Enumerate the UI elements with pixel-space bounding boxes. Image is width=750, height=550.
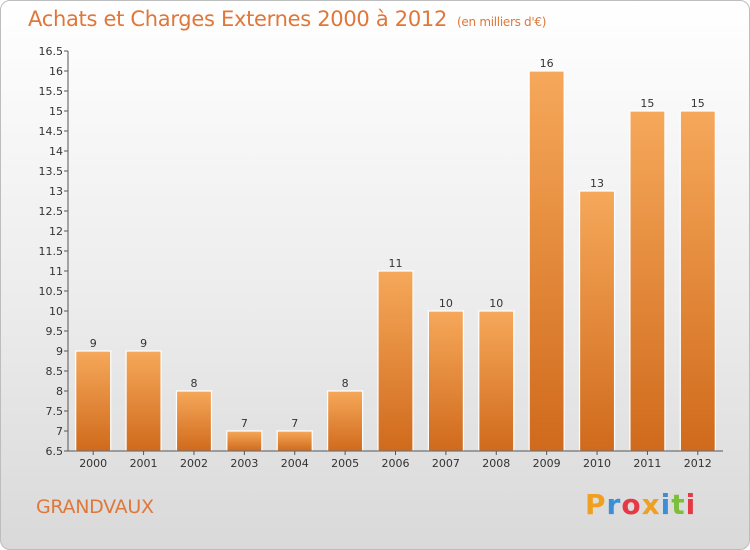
bar-2006 [377, 270, 414, 452]
y-tick-label-13: 13 [49, 185, 63, 198]
y-tick-label-8.5: 8.5 [46, 365, 64, 378]
y-tick-label-14: 14 [49, 145, 63, 158]
value-label-2008: 10 [489, 297, 503, 310]
x-tick-label-2012: 2012 [684, 457, 712, 470]
x-tick-label-2005: 2005 [331, 457, 359, 470]
value-label-2011: 15 [640, 97, 654, 110]
x-tick-label-2007: 2007 [432, 457, 460, 470]
y-tick-label-11.5: 11.5 [39, 245, 64, 258]
logo-letter: r [606, 488, 622, 521]
y-tick-label-9.5: 9.5 [46, 325, 64, 338]
x-tick-label-2004: 2004 [281, 457, 309, 470]
value-label-2003: 7 [241, 417, 248, 430]
logo-letter: i [685, 488, 697, 521]
x-tick-label-2010: 2010 [583, 457, 611, 470]
logo-letter: x [641, 488, 661, 521]
y-tick-label-15: 15 [49, 105, 63, 118]
y-tick-label-15.5: 15.5 [39, 85, 64, 98]
x-tick-label-2008: 2008 [482, 457, 510, 470]
bar-2007 [427, 310, 464, 452]
logo-letter: t [671, 488, 686, 521]
bar-2008 [478, 310, 515, 452]
proxiti-logo: Proxiti [585, 488, 696, 521]
bar-2010 [578, 190, 616, 452]
y-tick-label-11: 11 [49, 265, 63, 278]
chart-title-text: Achats et Charges Externes 2000 à 2012 [28, 7, 448, 31]
value-label-2010: 13 [590, 177, 604, 190]
x-tick-label-2000: 2000 [79, 457, 107, 470]
bar-2012 [679, 110, 716, 452]
y-tick-label-10: 10 [49, 305, 63, 318]
logo-letter: i [660, 488, 672, 521]
value-label-2009: 16 [540, 57, 554, 70]
bar-2011 [629, 110, 666, 452]
bars-group: 9 9 8 7 7 8 11 10 10 16 13 15 15 [75, 57, 716, 452]
bar-2004 [276, 430, 313, 452]
x-tick-label-2001: 2001 [130, 457, 158, 470]
x-tick-label-2006: 2006 [382, 457, 410, 470]
bar-2000 [75, 350, 112, 452]
y-tick-label-6.5: 6.5 [46, 445, 64, 458]
y-tick-label-10.5: 10.5 [39, 285, 64, 298]
value-label-2012: 15 [691, 97, 705, 110]
x-tick-label-2011: 2011 [633, 457, 661, 470]
value-label-2006: 11 [389, 257, 403, 270]
y-tick-label-12: 12 [49, 225, 63, 238]
y-tick-label-7.5: 7.5 [46, 405, 64, 418]
logo-letter: o [621, 488, 642, 521]
y-tick-label-16: 16 [49, 65, 63, 78]
bar-2003 [226, 430, 263, 452]
chart-title: Achats et Charges Externes 2000 à 2012 (e… [28, 7, 546, 31]
bar-2005 [327, 390, 364, 452]
bar-2001 [125, 350, 162, 452]
y-tick-label-14.5: 14.5 [39, 125, 64, 138]
chart-subtitle: (en milliers d'€) [457, 15, 547, 29]
bar-2009 [528, 70, 565, 452]
value-label-2004: 7 [291, 417, 298, 430]
town-name: GRANDVAUX [36, 496, 154, 518]
value-label-2002: 8 [190, 377, 197, 390]
y-tick-label-8: 8 [56, 385, 63, 398]
value-label-2007: 10 [439, 297, 453, 310]
y-tick-label-12.5: 12.5 [39, 205, 64, 218]
axes-group: 2000 2001 2002 2003 2004 2005 2006 2007 2008 2009… [39, 45, 723, 470]
value-label-2000: 9 [90, 337, 97, 350]
logo-letter: P [585, 488, 607, 521]
y-tick-label-16.5: 16.5 [39, 45, 64, 58]
y-tick-label-13.5: 13.5 [39, 165, 64, 178]
value-label-2001: 9 [140, 337, 147, 350]
y-tick-label-9: 9 [56, 345, 63, 358]
y-tick-label-7: 7 [56, 425, 63, 438]
x-tick-label-2003: 2003 [230, 457, 258, 470]
value-label-2005: 8 [342, 377, 349, 390]
x-tick-label-2009: 2009 [533, 457, 561, 470]
x-tick-label-2002: 2002 [180, 457, 208, 470]
bar-2002 [175, 390, 213, 452]
